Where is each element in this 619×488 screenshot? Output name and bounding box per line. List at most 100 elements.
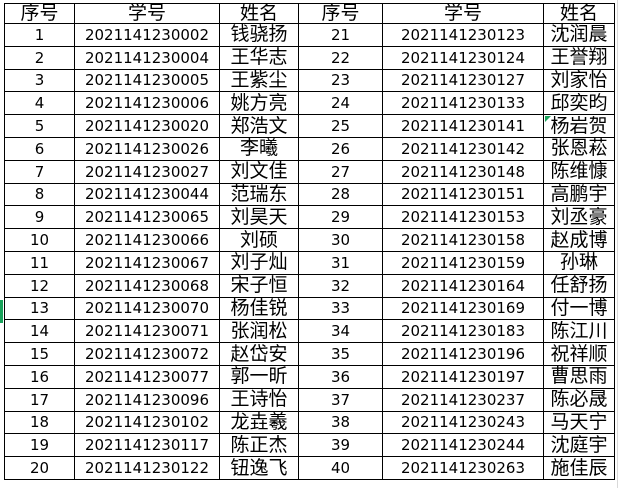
cell-student-id[interactable]: 2021141230002 (74, 23, 220, 47)
cell-seq[interactable]: 1 (4, 23, 75, 47)
cell-seq[interactable]: 37 (298, 387, 383, 412)
cell-name[interactable]: 郑浩文 (219, 114, 299, 138)
cell-seq[interactable]: 3 (4, 68, 75, 93)
cell-student-id[interactable]: 2021141230133 (382, 91, 544, 116)
cell-student-id[interactable]: 2021141230044 (74, 182, 220, 207)
cell-seq[interactable]: 35 (298, 342, 383, 366)
cell-seq[interactable]: 20 (4, 456, 75, 480)
cell-seq[interactable]: 31 (298, 250, 383, 275)
cell-name[interactable]: 陈江川 (543, 319, 615, 344)
cell-student-id[interactable]: 2021141230004 (74, 45, 220, 70)
cell-name[interactable]: 施佳辰 (543, 456, 615, 480)
cell-name[interactable]: 杨岩贺 (543, 114, 615, 138)
cell-name[interactable]: 高鹏宇 (543, 182, 615, 207)
cell-seq[interactable]: 25 (298, 114, 383, 138)
cell-seq[interactable]: 21 (298, 23, 383, 47)
cell-student-id[interactable]: 2021141230127 (382, 68, 544, 93)
cell-student-id[interactable]: 2021141230005 (74, 68, 220, 93)
cell-name[interactable]: 邱奕昀 (543, 91, 615, 116)
cell-name[interactable]: 宋子恒 (219, 273, 299, 298)
cell-name[interactable]: 沈庭宇 (543, 433, 615, 458)
cell-student-id[interactable]: 2021141230124 (382, 45, 544, 70)
header-name-left[interactable]: 姓名 (219, 3, 299, 24)
cell-seq[interactable]: 39 (298, 433, 383, 458)
cell-seq[interactable]: 29 (298, 205, 383, 230)
cell-name[interactable]: 郭一昕 (219, 364, 299, 389)
cell-name[interactable]: 王誉翔 (543, 45, 615, 70)
cell-student-id[interactable]: 2021141230117 (74, 433, 220, 458)
cell-student-id[interactable]: 2021141230196 (382, 342, 544, 366)
header-student-id-left[interactable]: 学号 (74, 3, 220, 24)
cell-name[interactable]: 沈润晨 (543, 23, 615, 47)
cell-student-id[interactable]: 2021141230020 (74, 114, 220, 138)
cell-name[interactable]: 刘硕 (219, 228, 299, 252)
cell-name[interactable]: 杨佳锐 (219, 296, 299, 321)
cell-student-id[interactable]: 2021141230183 (382, 319, 544, 344)
cell-seq[interactable]: 13 (4, 296, 75, 321)
cell-seq[interactable]: 18 (4, 410, 75, 435)
cell-name[interactable]: 刘丞豪 (543, 205, 615, 230)
cell-name[interactable]: 龙垚羲 (219, 410, 299, 435)
cell-seq[interactable]: 30 (298, 228, 383, 252)
cell-name[interactable]: 李曦 (219, 136, 299, 161)
cell-name[interactable]: 钱骁扬 (219, 23, 299, 47)
cell-seq[interactable]: 12 (4, 273, 75, 298)
cell-name[interactable]: 王紫尘 (219, 68, 299, 93)
cell-student-id[interactable]: 2021141230159 (382, 250, 544, 275)
cell-student-id[interactable]: 2021141230123 (382, 23, 544, 47)
cell-student-id[interactable]: 2021141230070 (74, 296, 220, 321)
cell-name[interactable]: 范瑞东 (219, 182, 299, 207)
cell-student-id[interactable]: 2021141230096 (74, 387, 220, 412)
cell-seq[interactable]: 19 (4, 433, 75, 458)
cell-seq[interactable]: 9 (4, 205, 75, 230)
cell-seq[interactable]: 24 (298, 91, 383, 116)
cell-student-id[interactable]: 2021141230122 (74, 456, 220, 480)
cell-student-id[interactable]: 2021141230263 (382, 456, 544, 480)
cell-student-id[interactable]: 2021141230151 (382, 182, 544, 207)
cell-seq[interactable]: 17 (4, 387, 75, 412)
header-student-id-right[interactable]: 学号 (382, 3, 544, 24)
cell-student-id[interactable]: 2021141230142 (382, 136, 544, 161)
cell-seq[interactable]: 2 (4, 45, 75, 70)
cell-student-id[interactable]: 2021141230071 (74, 319, 220, 344)
cell-name[interactable]: 刘子灿 (219, 250, 299, 275)
cell-seq[interactable]: 36 (298, 364, 383, 389)
cell-student-id[interactable]: 2021141230244 (382, 433, 544, 458)
cell-seq[interactable]: 34 (298, 319, 383, 344)
cell-seq[interactable]: 27 (298, 159, 383, 184)
cell-name[interactable]: 王华志 (219, 45, 299, 70)
cell-name[interactable]: 刘昊天 (219, 205, 299, 230)
cell-student-id[interactable]: 2021141230141 (382, 114, 544, 138)
cell-student-id[interactable]: 2021141230027 (74, 159, 220, 184)
cell-seq[interactable]: 40 (298, 456, 383, 480)
cell-name[interactable]: 陈必晟 (543, 387, 615, 412)
cell-student-id[interactable]: 2021141230068 (74, 273, 220, 298)
cell-name[interactable]: 张润松 (219, 319, 299, 344)
cell-name[interactable]: 张恩菘 (543, 136, 615, 161)
cell-seq[interactable]: 38 (298, 410, 383, 435)
cell-student-id[interactable]: 2021141230197 (382, 364, 544, 389)
cell-name[interactable]: 钮逸飞 (219, 456, 299, 480)
cell-student-id[interactable]: 2021141230148 (382, 159, 544, 184)
cell-student-id[interactable]: 2021141230077 (74, 364, 220, 389)
cell-seq[interactable]: 14 (4, 319, 75, 344)
cell-name[interactable]: 孙琳 (543, 250, 615, 275)
cell-name[interactable]: 刘文佳 (219, 159, 299, 184)
header-seq-right[interactable]: 序号 (298, 3, 383, 24)
cell-name[interactable]: 曹思雨 (543, 364, 615, 389)
cell-seq[interactable]: 15 (4, 342, 75, 366)
cell-student-id[interactable]: 2021141230237 (382, 387, 544, 412)
cell-student-id[interactable]: 2021141230153 (382, 205, 544, 230)
cell-seq[interactable]: 22 (298, 45, 383, 70)
cell-seq[interactable]: 32 (298, 273, 383, 298)
cell-student-id[interactable]: 2021141230072 (74, 342, 220, 366)
header-name-right[interactable]: 姓名 (543, 3, 615, 24)
cell-seq[interactable]: 6 (4, 136, 75, 161)
cell-seq[interactable]: 5 (4, 114, 75, 138)
cell-seq[interactable]: 4 (4, 91, 75, 116)
cell-student-id[interactable]: 2021141230026 (74, 136, 220, 161)
cell-name[interactable]: 刘家怡 (543, 68, 615, 93)
cell-student-id[interactable]: 2021141230169 (382, 296, 544, 321)
cell-seq[interactable]: 11 (4, 250, 75, 275)
cell-student-id[interactable]: 2021141230067 (74, 250, 220, 275)
